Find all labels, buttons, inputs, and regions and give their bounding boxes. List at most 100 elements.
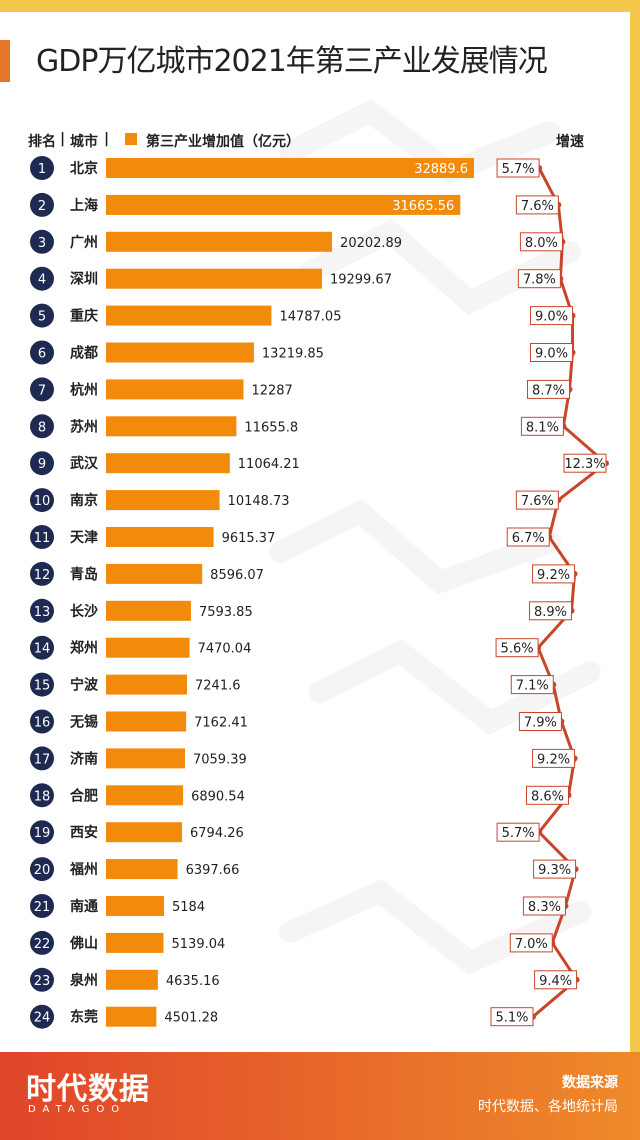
growth-label-box — [506, 527, 550, 547]
footer: 时代数据 DATAGOO 数据来源 时代数据、各地统计局 — [0, 1052, 640, 1140]
value-label: 6794.26 — [190, 826, 244, 841]
growth-label-box — [496, 158, 540, 178]
rank-number: 2 — [38, 199, 46, 214]
value-label: 11064.21 — [238, 457, 300, 472]
rank-number: 24 — [34, 1011, 51, 1026]
rank-number: 11 — [34, 531, 51, 546]
value-label: 7059.39 — [193, 752, 247, 767]
header-growth: 增速 — [556, 134, 584, 150]
rank-number: 20 — [34, 863, 51, 878]
value-label: 9615.37 — [222, 531, 276, 546]
value-bar — [106, 342, 254, 363]
rank-number: 21 — [34, 900, 51, 915]
city-label: 广州 — [70, 234, 98, 251]
growth-label: 8.9% — [534, 605, 567, 620]
city-label: 泉州 — [70, 972, 98, 989]
header-rank: 排名 — [28, 134, 56, 150]
value-bar — [106, 194, 461, 215]
city-label: 北京 — [70, 160, 98, 177]
growth-label: 6.7% — [512, 531, 545, 546]
header-divider-2: | — [104, 131, 110, 147]
growth-label: 8.3% — [528, 900, 561, 915]
city-label: 南京 — [70, 492, 98, 509]
city-label: 武汉 — [70, 455, 99, 472]
brand-logo-sub: DATAGOO — [28, 1104, 127, 1115]
value-bar — [106, 674, 188, 695]
growth-label: 8.6% — [531, 789, 564, 804]
value-label: 7470.04 — [198, 642, 252, 657]
value-bar — [106, 231, 333, 252]
growth-label-box — [495, 638, 539, 658]
bar-chart: 1 北京 32889.6 2 上海 31665.56 3 广州 20202.89 4 深圳 19299… — [30, 156, 609, 1029]
value-bar — [106, 748, 185, 769]
rank-circle — [30, 635, 54, 660]
value-bar — [106, 1006, 157, 1027]
value-bar — [106, 490, 220, 511]
growth-label: 9.0% — [535, 310, 568, 325]
city-label: 郑州 — [70, 640, 98, 657]
value-bar — [106, 305, 272, 326]
value-label: 14787.05 — [279, 310, 341, 325]
rank-number: 22 — [34, 937, 51, 952]
growth-label-box — [534, 970, 578, 990]
brand-logo: 时代数据 — [26, 1072, 150, 1107]
growth-label-box — [510, 675, 554, 695]
growth-label: 5.1% — [495, 1011, 528, 1026]
growth-line — [532, 167, 608, 1018]
rank-number: 1 — [38, 162, 46, 177]
growth-label: 9.4% — [539, 974, 572, 989]
growth-label: 9.2% — [537, 568, 570, 583]
growth-label-box — [515, 490, 559, 510]
rank-number: 16 — [34, 716, 51, 731]
growth-label: 9.2% — [537, 752, 570, 767]
rank-circle — [30, 451, 54, 476]
growth-label-box — [520, 416, 564, 436]
city-label: 上海 — [70, 197, 98, 214]
value-label: 31665.56 — [392, 199, 454, 214]
value-label: 7241.6 — [195, 679, 241, 694]
page-title: GDP万亿城市2021年第三产业发展情况 — [36, 44, 548, 79]
city-label: 济南 — [70, 750, 98, 767]
value-label: 4501.28 — [164, 1011, 218, 1026]
growth-label-box — [525, 785, 569, 805]
growth-label: 7.1% — [516, 679, 549, 694]
city-label: 南通 — [70, 898, 98, 915]
rank-number: 12 — [34, 568, 51, 583]
rank-circle — [30, 783, 54, 808]
value-label: 8596.07 — [210, 568, 264, 583]
rank-circle — [30, 857, 54, 882]
value-bar — [106, 932, 164, 953]
legend-label: 第三产业增加值（亿元） — [146, 134, 300, 150]
value-label: 19299.67 — [330, 273, 392, 288]
growth-label: 8.7% — [532, 383, 565, 398]
rank-number: 8 — [38, 420, 46, 435]
rank-number: 23 — [34, 974, 51, 989]
city-label: 成都 — [70, 345, 98, 362]
rank-circle — [30, 414, 54, 439]
rank-circle — [30, 967, 54, 992]
value-bar — [106, 416, 237, 437]
rank-circle — [30, 525, 54, 549]
value-label: 20202.89 — [340, 236, 402, 251]
value-bar — [106, 268, 322, 289]
growth-label-box — [518, 712, 562, 731]
city-label: 长沙 — [70, 603, 98, 620]
city-label: 重庆 — [70, 308, 98, 325]
rank-circle — [30, 930, 54, 955]
rank-number: 19 — [34, 826, 51, 841]
rank-number: 18 — [34, 789, 51, 804]
growth-label-box — [509, 933, 553, 953]
rank-circle — [30, 561, 54, 586]
rank-number: 3 — [38, 236, 46, 251]
value-bar — [106, 158, 474, 178]
growth-label: 8.1% — [526, 420, 559, 435]
growth-label: 7.6% — [521, 199, 554, 214]
growth-label-box — [532, 748, 576, 768]
rank-circle — [30, 229, 54, 254]
growth-label-box — [529, 601, 573, 621]
city-label: 西安 — [70, 824, 98, 841]
growth-label: 7.6% — [521, 494, 554, 509]
rank-circle — [30, 598, 54, 623]
value-bar — [106, 379, 244, 400]
rank-circle — [30, 488, 54, 513]
